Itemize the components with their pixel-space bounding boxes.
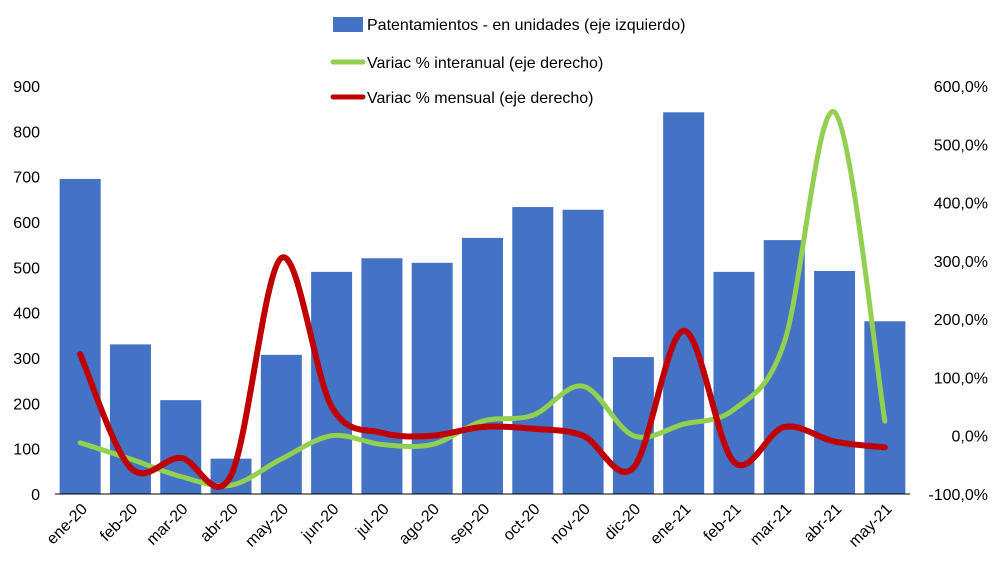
bar-series-patentamientos <box>59 112 906 495</box>
right-tick-label: 200,0% <box>934 312 988 329</box>
bar-ene-21 <box>663 112 705 494</box>
bar-sep-20 <box>462 237 503 494</box>
bar-ago-20 <box>411 262 453 494</box>
line-series <box>77 109 888 490</box>
x-tick-label: abr-21 <box>801 501 846 546</box>
right-tick-label: 100,0% <box>934 370 988 387</box>
right-axis: -100,0% 0,0% 100,0% 200,0% 300,0% 400,0% 500,0… <box>928 79 988 504</box>
x-tick-label: may-21 <box>846 501 896 551</box>
bar-oct-20 <box>512 207 554 495</box>
x-tick-label: feb-21 <box>701 501 745 545</box>
x-axis: ene-20 feb-20 mar-20 abr-20 may-20 jun-20 jul-… <box>44 493 910 551</box>
line-mensual <box>77 254 888 490</box>
left-tick-label: 600 <box>13 215 40 232</box>
x-tick-label: jun-20 <box>298 501 342 545</box>
left-axis: 0 100 200 300 400 500 600 700 800 900 <box>13 79 40 504</box>
bar-jul-20 <box>361 258 403 494</box>
x-tick-label: abr-20 <box>197 501 242 546</box>
right-tick-label: 600,0% <box>934 79 988 96</box>
left-tick-label: 900 <box>13 79 40 96</box>
legend-label-mensual: Variac % mensual (eje derecho) <box>367 90 593 107</box>
right-tick-label: -100,0% <box>928 487 988 504</box>
x-tick-label: dic-20 <box>601 501 644 544</box>
line-interanual <box>77 109 888 489</box>
left-tick-label: 800 <box>13 124 40 141</box>
x-tick-label: may-20 <box>242 501 292 551</box>
x-tick-label: jul-20 <box>352 501 392 541</box>
right-tick-label: 300,0% <box>934 254 988 271</box>
right-tick-label: 400,0% <box>934 196 988 213</box>
right-tick-label: 500,0% <box>934 137 988 154</box>
right-tick-label: 0,0% <box>952 429 988 446</box>
x-tick-label: mar-21 <box>747 501 795 549</box>
bar-feb-21 <box>713 271 755 494</box>
legend-swatch-patentamientos <box>333 17 363 32</box>
bar-may-20 <box>260 354 302 494</box>
left-tick-label: 500 <box>13 260 40 277</box>
bar-jun-20 <box>311 271 353 494</box>
x-tick-label: feb-20 <box>97 501 141 545</box>
legend-label-interanual: Variac % interanual (eje derecho) <box>367 55 603 72</box>
left-tick-label: 200 <box>13 396 40 413</box>
x-tick-label: nov-20 <box>547 501 594 548</box>
legend: Patentamientos - en unidades (eje izquie… <box>330 17 685 107</box>
legend-label-patentamientos: Patentamientos - en unidades (eje izquie… <box>367 17 685 34</box>
left-tick-label: 400 <box>13 306 40 323</box>
left-tick-label: 0 <box>31 487 40 504</box>
x-tick-label: ago-20 <box>396 501 443 548</box>
x-tick-label: mar-20 <box>144 501 192 549</box>
bar-abr-21 <box>814 270 856 494</box>
x-tick-label: sep-20 <box>447 501 494 548</box>
left-tick-label: 100 <box>13 442 40 459</box>
left-tick-label: 300 <box>13 351 40 368</box>
left-tick-label: 700 <box>13 170 40 187</box>
x-tick-label: ene-20 <box>44 501 91 548</box>
x-tick-label: ene-21 <box>647 501 694 548</box>
x-tick-label: oct-20 <box>500 501 544 545</box>
